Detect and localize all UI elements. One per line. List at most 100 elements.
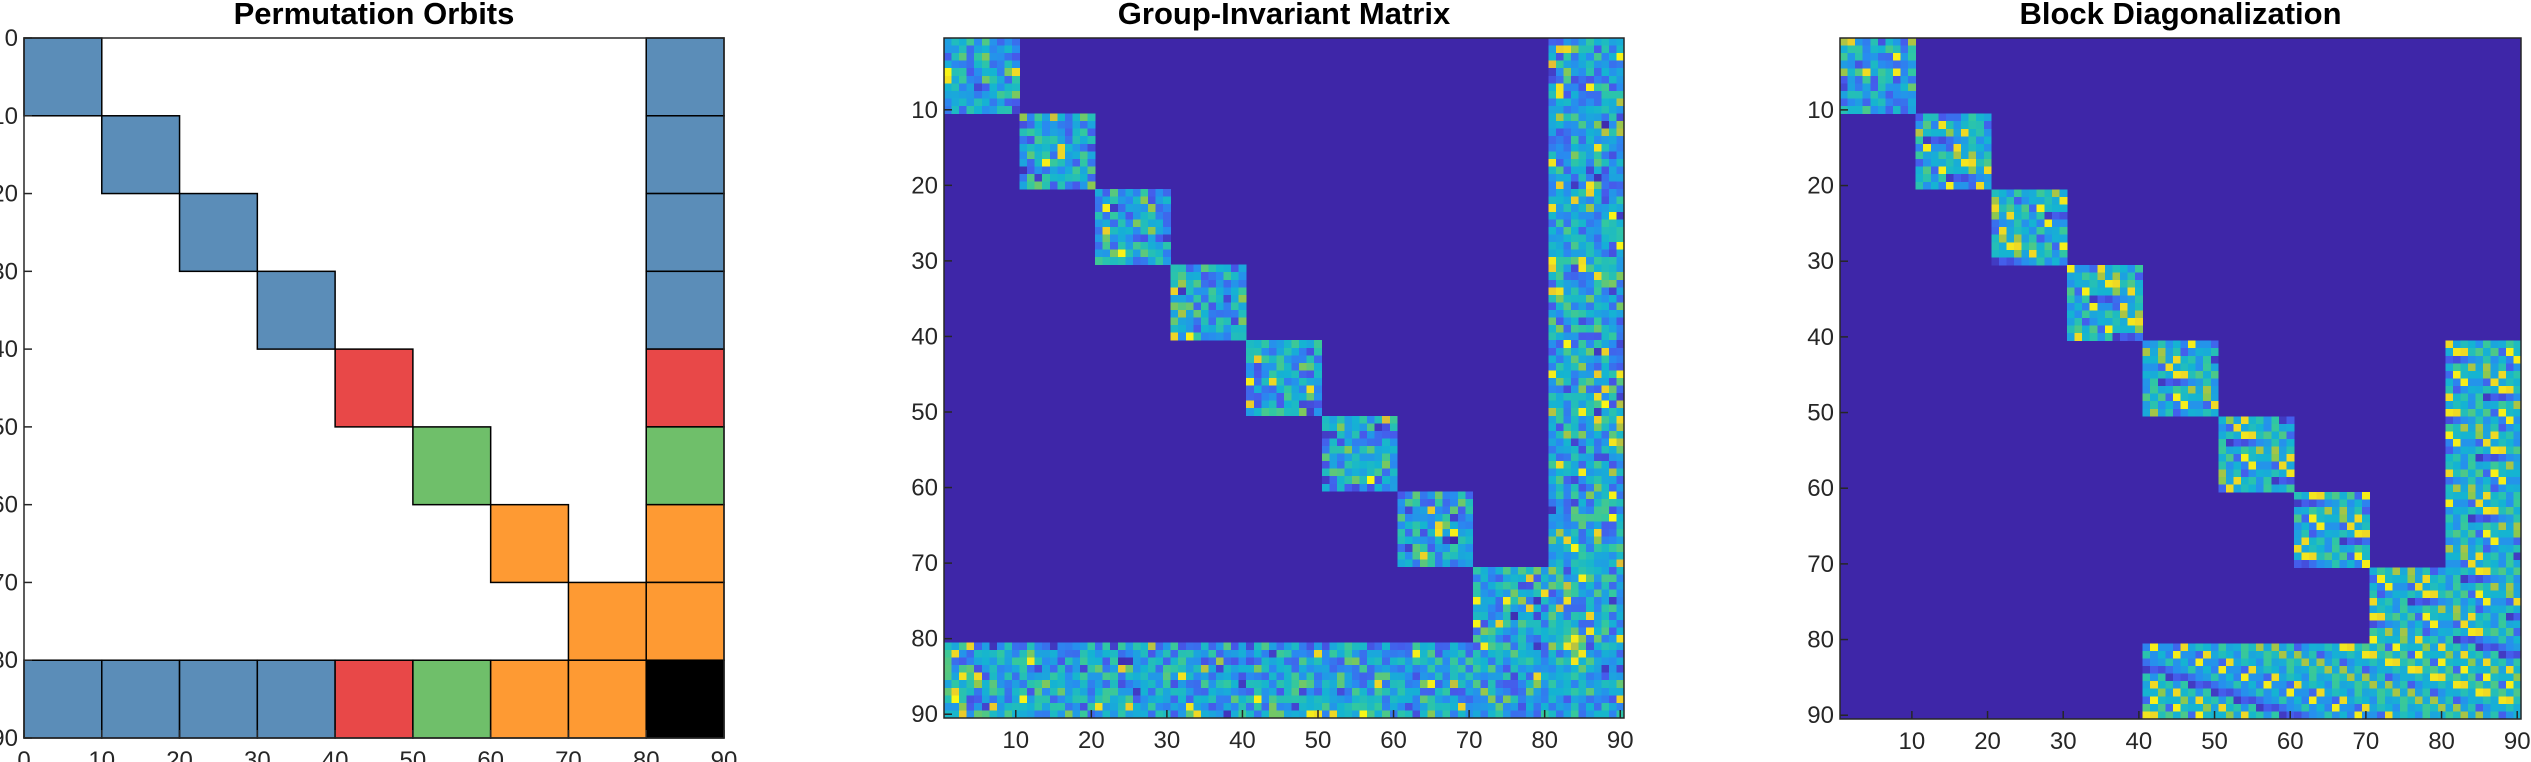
matrix-cell xyxy=(982,53,990,61)
matrix-cell xyxy=(1616,280,1624,288)
matrix-cell xyxy=(1140,227,1148,235)
matrix-cell xyxy=(1885,99,1893,107)
matrix-cell xyxy=(1465,642,1473,650)
matrix-cell xyxy=(1556,401,1564,409)
matrix-cell xyxy=(2385,613,2393,621)
matrix-cell xyxy=(2264,674,2272,682)
matrix-cell xyxy=(1579,506,1587,514)
matrix-cell xyxy=(1208,710,1216,718)
matrix-cell xyxy=(1208,680,1216,688)
matrix-cell xyxy=(1276,408,1284,416)
matrix-cell xyxy=(1601,272,1609,280)
matrix-cell xyxy=(1609,325,1617,333)
matrix-cell xyxy=(1080,159,1088,167)
matrix-cell xyxy=(2468,439,2476,447)
matrix-cell xyxy=(1878,106,1886,114)
matrix-cell xyxy=(2324,696,2332,704)
matrix-cell xyxy=(1118,688,1126,696)
matrix-cell xyxy=(2430,598,2438,606)
matrix-cell xyxy=(1148,257,1156,265)
matrix-cell xyxy=(2392,696,2400,704)
matrix-cell xyxy=(1601,574,1609,582)
matrix-cell xyxy=(2188,348,2196,356)
matrix-cell xyxy=(1601,250,1609,258)
matrix-cell xyxy=(1307,370,1315,378)
matrix-cell xyxy=(1601,91,1609,99)
matrix-cell xyxy=(1946,129,1954,137)
matrix-cell xyxy=(2256,658,2264,666)
matrix-cell xyxy=(2445,643,2453,651)
matrix-cell xyxy=(2453,545,2461,553)
matrix-cell xyxy=(1276,703,1284,711)
matrix-cell xyxy=(2188,658,2196,666)
matrix-cell xyxy=(1564,597,1572,605)
matrix-cell xyxy=(1065,710,1073,718)
matrix-cell xyxy=(1601,83,1609,91)
matrix-cell xyxy=(2491,711,2499,719)
matrix-cell xyxy=(1556,552,1564,560)
matrix-cell xyxy=(1564,695,1572,703)
matrix-cell xyxy=(1148,695,1156,703)
matrix-cell xyxy=(1601,129,1609,137)
matrix-cell xyxy=(1586,665,1594,673)
matrix-cell xyxy=(2460,348,2468,356)
matrix-cell xyxy=(2181,674,2189,682)
matrix-cell xyxy=(1586,703,1594,711)
matrix-cell xyxy=(1923,167,1931,175)
matrix-cell xyxy=(2105,303,2113,311)
matrix-cell xyxy=(1020,680,1028,688)
matrix-cell xyxy=(2498,409,2506,417)
matrix-cell xyxy=(997,68,1005,76)
matrix-cell xyxy=(1901,99,1909,107)
matrix-cell xyxy=(2392,606,2400,614)
matrix-cell xyxy=(1473,665,1481,673)
matrix-cell xyxy=(1382,658,1390,666)
matrix-cell xyxy=(1352,710,1360,718)
matrix-cell xyxy=(1201,650,1209,658)
matrix-cell xyxy=(1428,506,1436,514)
matrix-cell xyxy=(1284,703,1292,711)
matrix-cell xyxy=(2377,590,2385,598)
matrix-cell xyxy=(997,91,1005,99)
matrix-cell xyxy=(2506,606,2514,614)
matrix-cell xyxy=(2143,681,2151,689)
matrix-cell xyxy=(952,680,960,688)
matrix-cell xyxy=(1885,76,1893,84)
matrix-cell xyxy=(1908,61,1916,69)
matrix-cell xyxy=(1254,680,1262,688)
matrix-cell xyxy=(1594,106,1602,114)
matrix-cell xyxy=(1609,250,1617,258)
matrix-cell xyxy=(1163,204,1171,212)
matrix-cell xyxy=(1412,529,1420,537)
matrix-cell xyxy=(2468,492,2476,500)
matrix-cell xyxy=(1254,363,1262,371)
matrix-cell xyxy=(2188,386,2196,394)
matrix-cell xyxy=(2286,681,2294,689)
matrix-cell xyxy=(1375,476,1383,484)
matrix-cell xyxy=(2445,545,2453,553)
matrix-cell xyxy=(2483,439,2491,447)
matrix-cell xyxy=(1239,650,1247,658)
matrix-cell xyxy=(2453,386,2461,394)
matrix-cell xyxy=(1314,658,1322,666)
matrix-cell xyxy=(1579,189,1587,197)
matrix-cell xyxy=(1586,605,1594,613)
matrix-cell xyxy=(1390,650,1398,658)
matrix-cell xyxy=(1586,61,1594,69)
matrix-cell xyxy=(1276,673,1284,681)
matrix-cell xyxy=(2082,288,2090,296)
matrix-cell xyxy=(1594,363,1602,371)
matrix-cell xyxy=(1541,605,1549,613)
matrix-cell xyxy=(1548,61,1556,69)
matrix-cell xyxy=(1601,393,1609,401)
matrix-cell xyxy=(2491,386,2499,394)
matrix-cell xyxy=(1503,680,1511,688)
matrix-cell xyxy=(1533,695,1541,703)
matrix-cell xyxy=(2241,477,2249,485)
matrix-cell xyxy=(1322,476,1330,484)
matrix-cell xyxy=(1171,280,1179,288)
matrix-cell xyxy=(1367,688,1375,696)
matrix-cell xyxy=(2120,318,2128,326)
matrix-cell xyxy=(1208,333,1216,341)
matrix-cell xyxy=(1352,688,1360,696)
